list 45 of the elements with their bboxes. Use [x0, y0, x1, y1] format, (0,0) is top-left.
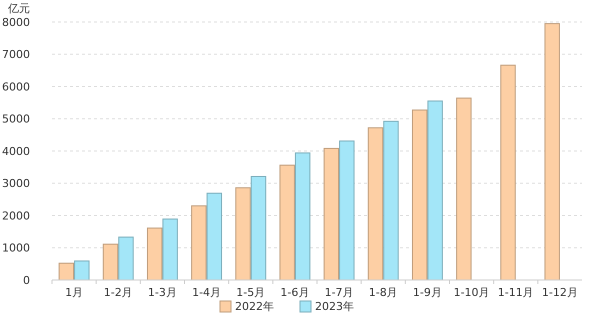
- bar: [235, 187, 251, 280]
- x-tick-label: 1月: [65, 286, 84, 299]
- y-tick-label: 0: [23, 274, 30, 287]
- y-tick-label: 4000: [2, 144, 30, 158]
- x-tick-label: 1-7月: [324, 286, 354, 299]
- bar: [191, 205, 207, 280]
- bar: [294, 152, 310, 280]
- bar: [206, 192, 222, 280]
- bar: [58, 262, 74, 280]
- legend-label: 2022年: [235, 300, 274, 313]
- bar: [324, 148, 340, 280]
- y-tick-label: 8000: [2, 16, 30, 29]
- bar: [102, 244, 118, 280]
- x-tick-label: 1-3月: [148, 286, 177, 299]
- bar: [279, 164, 295, 280]
- bar: [456, 98, 472, 280]
- bar: [412, 110, 428, 280]
- x-tick-label: 1-11月: [498, 286, 534, 299]
- bar: [368, 127, 384, 280]
- x-tick-label: 1-12月: [542, 286, 578, 299]
- bar: [383, 120, 399, 280]
- y-axis-title: 亿元: [7, 2, 30, 15]
- x-tick-label: 1-9月: [412, 286, 442, 299]
- bar: [146, 228, 162, 280]
- bar: [500, 64, 516, 280]
- y-tick-label: 6000: [2, 80, 30, 94]
- y-tick-label: 7000: [2, 48, 30, 62]
- x-tick-label: 1-5月: [236, 286, 266, 299]
- bar: [544, 23, 560, 280]
- y-tick-label: 5000: [2, 112, 30, 126]
- x-tick-label: 1-2月: [104, 286, 133, 299]
- x-tick-label: 1-10月: [454, 286, 490, 299]
- bar: [427, 100, 443, 280]
- y-tick-label: 2000: [2, 209, 30, 222]
- bar: [118, 236, 134, 280]
- y-tick-label: 1000: [2, 242, 30, 255]
- x-tick-label: 1-4月: [192, 286, 222, 299]
- x-tick-label: 1-8月: [368, 286, 398, 299]
- bar: [250, 176, 266, 280]
- bar: [339, 140, 355, 280]
- x-tick-label: 1-6月: [280, 286, 310, 299]
- y-tick-label: 3000: [2, 177, 30, 190]
- legend-label: 2023年: [315, 300, 354, 313]
- bar: [162, 218, 178, 280]
- bar: [74, 260, 90, 280]
